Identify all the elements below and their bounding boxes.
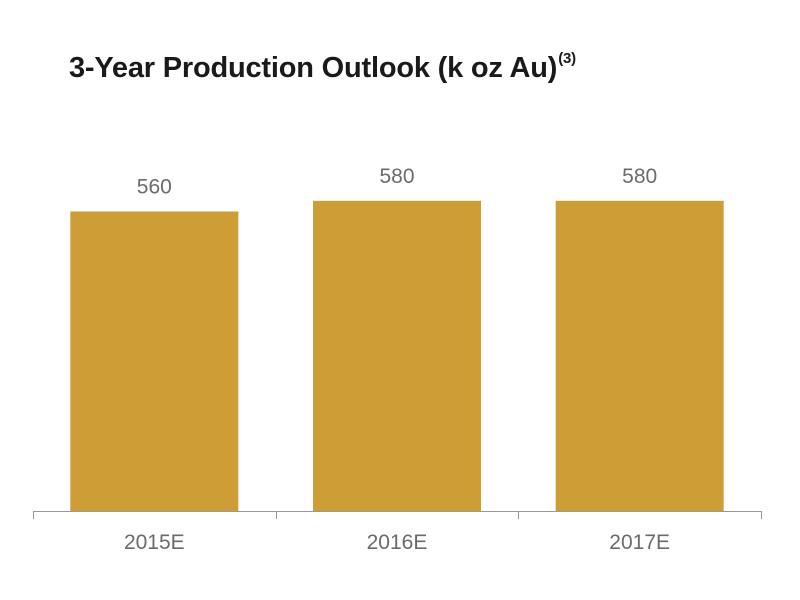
x-tick-label: 2016E: [367, 531, 428, 554]
bar-2015E: [70, 211, 239, 511]
bar-value-label: 580: [379, 165, 414, 188]
x-tick-label: 2017E: [609, 531, 670, 554]
chart-title-footnote: (3): [558, 50, 576, 68]
x-axis: [33, 511, 762, 519]
bar-2017E: [555, 200, 724, 512]
chart-title: 3-Year Production Outlook (k oz Au)(3): [69, 50, 576, 85]
bar-value-label: 580: [622, 165, 657, 188]
bar-2016E: [313, 200, 481, 512]
x-tick-label: 2015E: [124, 531, 185, 554]
bar-value-label: 560: [137, 176, 172, 199]
bars-layer: [70, 200, 724, 512]
chart-title-text: 3-Year Production Outlook (k oz Au): [69, 52, 558, 84]
labels-layer: 560 2015E 580 2016E 580 2017E: [124, 165, 670, 554]
